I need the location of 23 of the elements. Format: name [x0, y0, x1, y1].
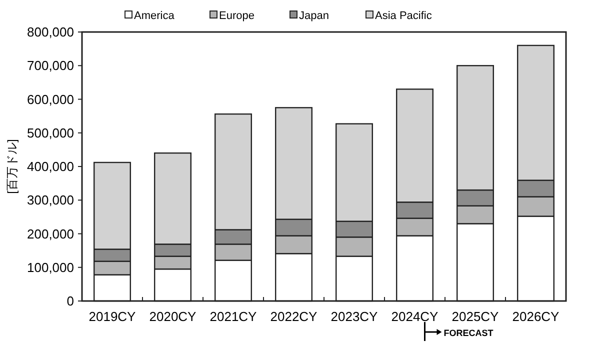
legend-label: America	[134, 10, 176, 22]
x-tick-label: 2023CY	[330, 309, 378, 324]
y-tick-label: 700,000	[27, 58, 74, 74]
legend-label: Europe	[219, 10, 254, 22]
text: FORECAST	[444, 328, 494, 338]
y-tick-label: 100,000	[27, 260, 74, 275]
y-tick-label: 500,000	[27, 125, 74, 140]
x-tick-label: 2022CY	[270, 309, 318, 324]
x-tick-label: 2026CY	[512, 309, 560, 324]
y-tick-label: 300,000	[27, 192, 74, 208]
x-tick-label: 2019CY	[88, 309, 136, 324]
y-tick-label: 600,000	[27, 92, 74, 107]
x-tick-label: 2021CY	[210, 309, 258, 324]
y-tick-label: 200,000	[27, 226, 74, 242]
x-tick-label: 2025CY	[452, 309, 500, 324]
x-tick-label: 2024CY	[391, 309, 439, 324]
y-tick-label: 400,000	[27, 159, 74, 174]
legend-label: Japan	[299, 10, 329, 22]
y-tick-label: 0	[66, 294, 74, 308]
y-axis-title: [百万ドル]	[5, 139, 19, 194]
legend-label: Asia Pacific	[375, 10, 432, 22]
x-tick-label: 2020CY	[149, 309, 197, 324]
y-tick-label: 800,000	[27, 24, 74, 40]
